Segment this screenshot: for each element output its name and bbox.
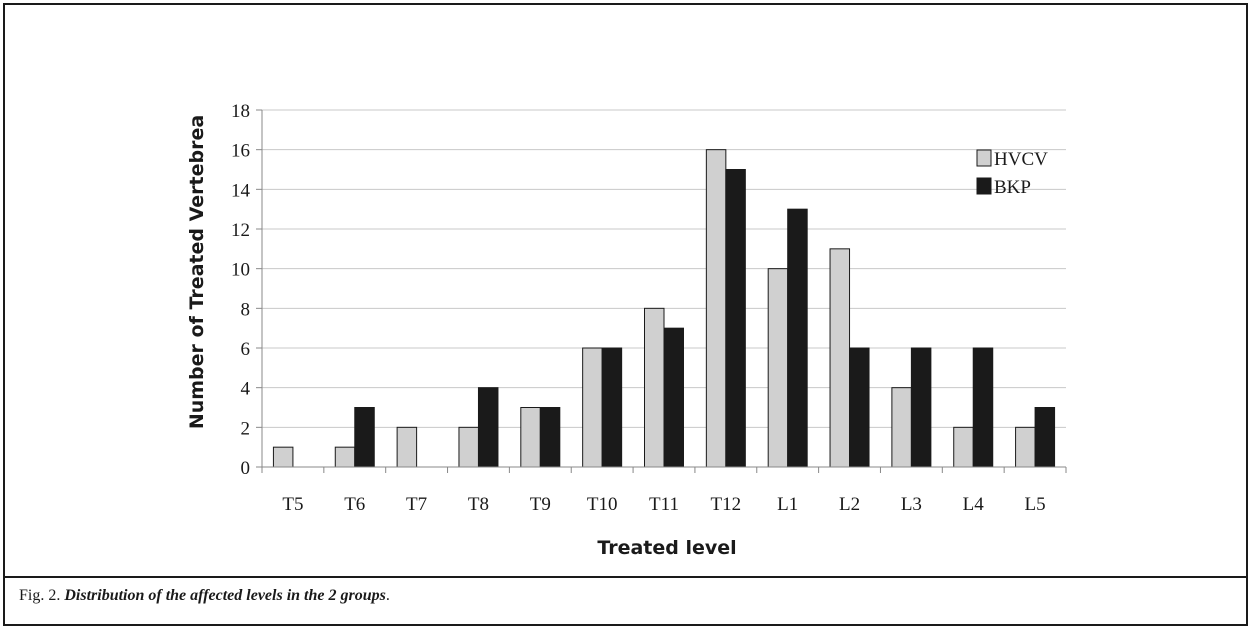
y-tick-label: 4 bbox=[241, 379, 251, 400]
figure-frame: Fig. 2. Distribution of the affected lev… bbox=[3, 3, 1248, 626]
y-tick-label: 10 bbox=[231, 260, 250, 281]
x-tick-label: T7 bbox=[406, 494, 427, 515]
bar-bkp-t11 bbox=[663, 327, 684, 468]
legend-label-hvcv: HVCV bbox=[994, 149, 1048, 170]
caption-title: Distribution of the affected levels in t… bbox=[64, 587, 386, 604]
bar-hvcv-t5 bbox=[272, 446, 294, 468]
bar-bkp-l5 bbox=[1034, 407, 1056, 468]
bar-hvcv-t10 bbox=[582, 347, 603, 468]
bar-hvcv-t8 bbox=[458, 426, 479, 468]
bar-bkp-t10 bbox=[601, 347, 623, 468]
bar-hvcv-l3 bbox=[891, 387, 912, 468]
bar-bkp-l2 bbox=[849, 347, 870, 468]
x-axis-title: Treated level bbox=[597, 537, 736, 559]
x-tick-label: L4 bbox=[963, 494, 985, 515]
y-tick-label: 18 bbox=[231, 101, 250, 122]
caption-suffix: . bbox=[385, 587, 390, 604]
y-tick-label: 6 bbox=[241, 339, 251, 360]
y-tick-label: 12 bbox=[231, 220, 250, 241]
x-tick-label: T11 bbox=[649, 494, 679, 515]
x-tick-label: L3 bbox=[901, 494, 922, 515]
legend-label-bkp: BKP bbox=[994, 177, 1031, 198]
x-tick-label: T8 bbox=[468, 494, 489, 515]
axes bbox=[261, 110, 1067, 473]
bar-bkp-t8 bbox=[477, 387, 499, 468]
bar-hvcv-t9 bbox=[520, 407, 541, 468]
y-axis-title: Number of Treated Vertebrea bbox=[186, 115, 208, 429]
x-tick-label: T9 bbox=[530, 494, 551, 515]
bar-hvcv-t12 bbox=[705, 149, 727, 468]
bar-hvcv-t7 bbox=[396, 426, 418, 468]
x-tick-labels: T5 T6 T7 T8 T9 T10 T11 T12 L1 L2 L3 L4 L5 bbox=[282, 494, 1045, 515]
legend-swatch-bkp bbox=[976, 177, 992, 195]
bar-bkp-t6 bbox=[354, 407, 375, 468]
legend-swatch-hvcv bbox=[976, 149, 992, 167]
bar-bkp-l4 bbox=[972, 347, 994, 468]
y-tick-label: 0 bbox=[241, 458, 251, 479]
bar-bkp-l3 bbox=[910, 347, 932, 468]
x-tick-label: L1 bbox=[777, 494, 798, 515]
bar-bkp-t9 bbox=[539, 407, 561, 468]
bar-hvcv-l4 bbox=[953, 426, 974, 468]
x-tick-label: T6 bbox=[344, 494, 365, 515]
figure-caption: Fig. 2. Distribution of the affected lev… bbox=[19, 587, 390, 605]
bar-hvcv-l1 bbox=[767, 268, 789, 468]
bar-hvcv-l2 bbox=[829, 248, 851, 468]
bar-hvcv-l5 bbox=[1015, 426, 1036, 468]
x-tick-label: T10 bbox=[587, 494, 618, 515]
x-tick-label: T5 bbox=[282, 494, 303, 515]
bar-hvcv-t6 bbox=[334, 446, 356, 468]
legend: HVCV BKP bbox=[976, 149, 1048, 198]
y-tick-labels: 0 2 4 6 8 10 12 14 16 18 bbox=[231, 101, 251, 479]
caption-divider bbox=[5, 576, 1246, 578]
bar-hvcv-t11 bbox=[644, 307, 665, 468]
x-tick-label: L5 bbox=[1025, 494, 1046, 515]
y-tick-label: 14 bbox=[231, 180, 251, 201]
x-tick-label: T12 bbox=[711, 494, 742, 515]
y-tick-label: 8 bbox=[241, 299, 251, 320]
bar-bkp-t12 bbox=[725, 169, 746, 468]
caption-prefix: Fig. 2. bbox=[19, 587, 61, 604]
y-tick-label: 16 bbox=[231, 141, 250, 162]
x-tick-label: L2 bbox=[839, 494, 860, 515]
y-tick-label: 2 bbox=[241, 418, 251, 439]
bar-bkp-l1 bbox=[787, 208, 808, 468]
bars bbox=[272, 149, 1056, 468]
